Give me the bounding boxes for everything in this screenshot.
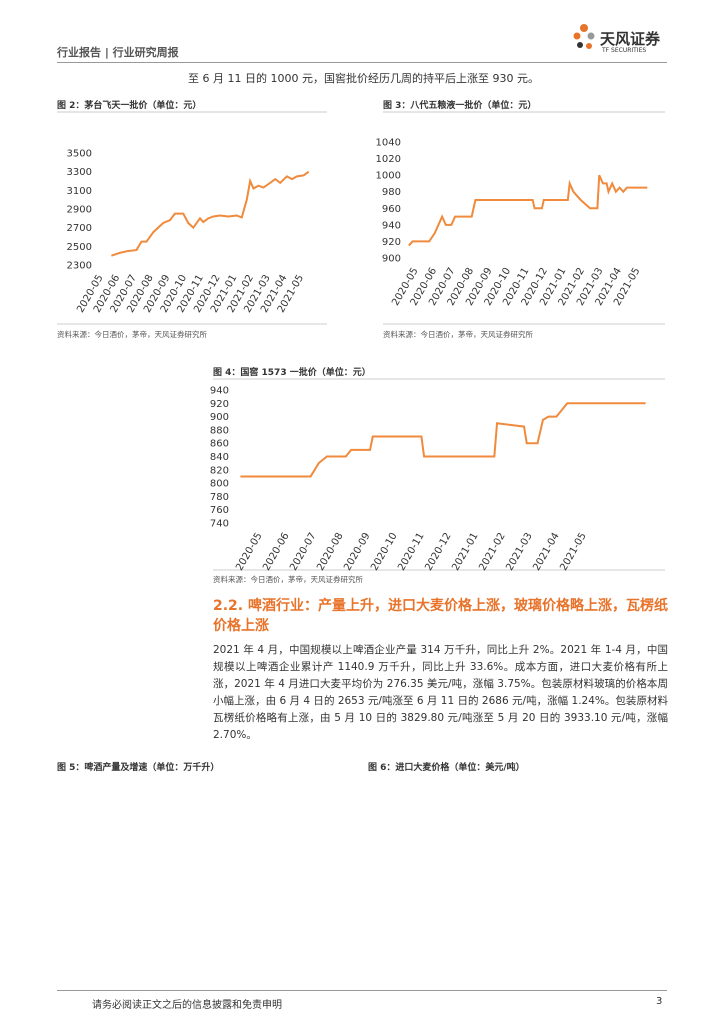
x-tick-label: 2021-03 xyxy=(504,531,534,573)
y-tick-label: 980 xyxy=(382,187,401,198)
y-tick-label: 860 xyxy=(210,439,229,450)
y-tick-label: 940 xyxy=(382,220,401,231)
y-tick-label: 820 xyxy=(210,465,229,476)
y-tick-label: 3300 xyxy=(67,167,92,178)
y-tick-label: 800 xyxy=(210,479,229,490)
x-tick-label: 2020-08 xyxy=(315,531,345,573)
y-tick-label: 840 xyxy=(210,452,229,463)
y-tick-label: 900 xyxy=(210,412,229,423)
y-tick-label: 920 xyxy=(210,399,229,410)
x-tick-label: 2020-09 xyxy=(342,531,372,573)
y-tick-label: 1000 xyxy=(376,171,401,182)
y-tick-label: 760 xyxy=(210,505,229,516)
y-tick-label: 880 xyxy=(210,425,229,436)
y-tick-label: 920 xyxy=(382,237,401,248)
section-heading: 2.2. 啤酒行业：产量上升，进口大麦价格上涨，玻璃价格略上涨，瓦楞纸价格上涨 xyxy=(213,598,668,634)
x-tick-label: 2020-12 xyxy=(423,531,453,573)
header-rule xyxy=(57,62,667,63)
y-tick-label: 740 xyxy=(210,519,229,530)
x-tick-label: 2021-04 xyxy=(531,531,561,573)
logo-icon xyxy=(572,22,596,52)
price-line xyxy=(111,170,310,257)
x-tick-label: 2020-07 xyxy=(288,531,318,573)
y-tick-label: 3100 xyxy=(67,186,92,197)
caption: 图 3：八代五粮液一批价（单位：元） xyxy=(383,101,537,111)
y-tick-label: 900 xyxy=(382,254,401,265)
y-tick-label: 780 xyxy=(210,492,229,503)
header-left: 行业报告 | 行业研究周报 xyxy=(57,46,179,59)
logo-text: 天风证券 xyxy=(600,30,661,48)
x-tick-label: 2021-02 xyxy=(477,531,507,573)
source: 资料来源：今日酒价，茅帝，天风证券研究所 xyxy=(57,330,207,339)
x-tick-label: 2020-11 xyxy=(396,531,426,573)
caption: 图 5：啤酒产量及增速（单位：万千升） xyxy=(57,763,220,773)
x-tick-label: 2020-10 xyxy=(369,531,399,573)
y-tick-label: 3500 xyxy=(67,149,92,160)
caption: 图 4：国窖 1573 一批价（单位：元） xyxy=(213,368,371,378)
price-line xyxy=(240,402,646,478)
caption: 图 6：进口大麦价格（单位：美元/吨） xyxy=(368,763,525,773)
paragraph: 2021 年 4 月，中国规模以上啤酒企业产量 314 万千升，同比上升 2%。… xyxy=(213,644,668,741)
x-tick-label: 2020-06 xyxy=(261,531,291,573)
footer-text: 请务必阅读正文之后的信息披露和免责申明 xyxy=(92,1000,282,1011)
x-tick-label: 2020-05 xyxy=(234,531,264,573)
source: 资料来源：今日酒价，茅帝，天风证券研究所 xyxy=(213,575,363,584)
y-tick-label: 1040 xyxy=(376,138,401,149)
y-tick-label: 2500 xyxy=(67,242,92,253)
y-tick-label: 2900 xyxy=(67,205,92,216)
x-tick-label: 2021-05 xyxy=(558,531,588,573)
page-number: 3 xyxy=(656,996,663,1007)
y-tick-label: 2300 xyxy=(67,261,92,272)
y-tick-label: 1020 xyxy=(376,154,401,165)
price-line xyxy=(408,174,648,247)
y-tick-label: 960 xyxy=(382,204,401,215)
x-tick-label: 2021-01 xyxy=(450,531,480,573)
source: 资料来源：今日酒价，茅帝，天风证券研究所 xyxy=(383,330,533,339)
intro: 至 6 月 11 日的 1000 元，国窖批价经历几周的持平后上涨至 930 元… xyxy=(188,72,539,85)
y-tick-label: 940 xyxy=(210,386,229,397)
logo-sub: TF SECURITIES xyxy=(602,47,647,54)
caption: 图 2：茅台飞天一批价（单位：元） xyxy=(57,101,202,111)
y-tick-label: 2700 xyxy=(67,223,92,234)
footer-rule xyxy=(57,990,667,991)
